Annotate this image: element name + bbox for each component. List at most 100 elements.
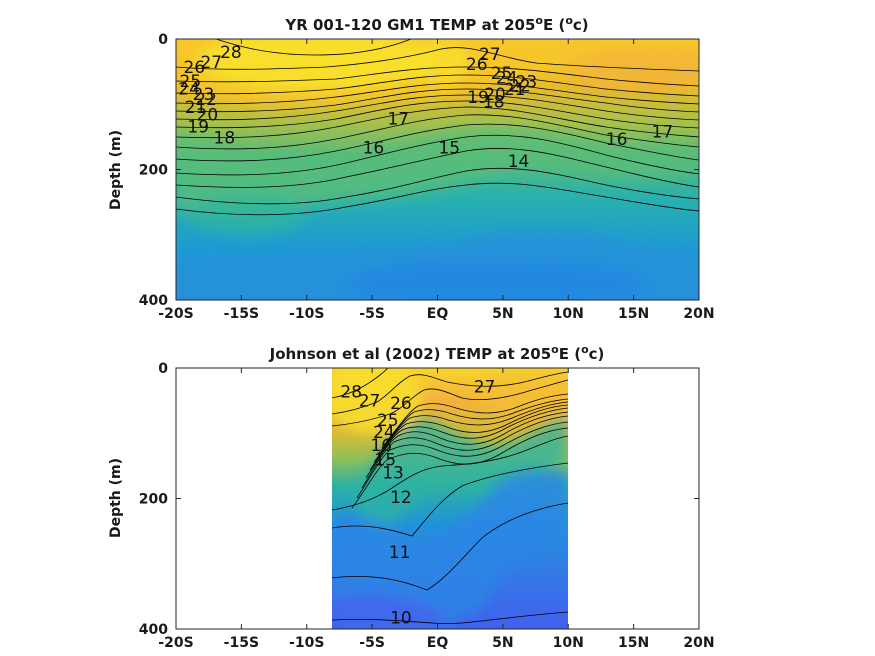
- top-contour-label-18: 18: [483, 93, 505, 113]
- bottom-contour-label-16: 16: [370, 436, 392, 456]
- bottom-x-tick-label: -10S: [289, 635, 324, 651]
- top-y-tick-label: 200: [139, 163, 168, 179]
- bottom-panel: Johnson et al (2002) TEMP at 205oE (oc): [108, 343, 715, 651]
- bottom-contour-lines: [332, 368, 568, 625]
- top-contour-label-14: 14: [508, 152, 530, 172]
- bottom-contour-10: [332, 611, 568, 625]
- top-contour-label-17: 17: [652, 123, 674, 143]
- bottom-contour-13: [332, 435, 568, 511]
- top-contour-27: [176, 47, 699, 72]
- bottom-contour-26: [332, 379, 568, 427]
- bottom-contour-label-11: 11: [389, 543, 411, 563]
- bottom-x-tick-label: -20S: [158, 635, 193, 651]
- top-contour-22: [176, 94, 699, 121]
- top-x-tick-label: -10S: [289, 306, 324, 322]
- top-contour-label-22: 22: [195, 90, 217, 110]
- top-contour-label-26: 26: [183, 58, 205, 78]
- bottom-contour-27: [332, 371, 568, 415]
- top-temperature-field: [176, 39, 699, 300]
- top-contour-14: [176, 182, 699, 216]
- bottom-contour-24: [385, 393, 568, 443]
- bottom-x-tick-label: EQ: [427, 635, 449, 651]
- bottom-x-tick-label: 20N: [683, 635, 714, 651]
- bottom-x-tick-label: 10N: [553, 635, 584, 651]
- top-contour-label-18: 18: [214, 129, 236, 149]
- top-y-axis-label: Depth (m): [108, 130, 124, 210]
- bottom-x-tick-label: -5S: [359, 635, 385, 651]
- top-contour-label-21: 21: [504, 80, 526, 100]
- top-contour-19: [176, 114, 699, 150]
- top-ticks: -20S -15S -10S -5S EQ 5N 10N 15N 20N 0 200 400: [139, 32, 715, 322]
- top-contour-24: [176, 82, 699, 105]
- bottom-contour-20: [377, 401, 568, 455]
- top-contour-label-22: 22: [509, 76, 531, 96]
- bottom-contour-22: [381, 398, 568, 449]
- bottom-contour-17: [365, 411, 568, 479]
- top-contour-label-21: 21: [185, 98, 207, 118]
- top-contour-label-26: 26: [466, 55, 488, 75]
- top-contour-16: [176, 148, 699, 188]
- top-contour-15: [176, 167, 699, 205]
- bottom-contour-label-13: 13: [382, 463, 404, 483]
- top-contour-label-16: 16: [363, 138, 385, 158]
- bottom-y-tick-label: 200: [139, 492, 168, 508]
- top-contour-18: [176, 123, 699, 162]
- top-x-tick-label: -5S: [359, 306, 385, 322]
- top-contour-label-25: 25: [491, 64, 513, 84]
- bottom-contour-label-27: 27: [359, 392, 381, 412]
- top-contour-label-24: 24: [496, 68, 518, 88]
- bottom-chart-title: Johnson et al (2002) TEMP at 205oE (oc): [269, 343, 605, 363]
- bottom-contour-label-24: 24: [373, 423, 395, 443]
- bottom-contour-label-27: 27: [474, 377, 496, 397]
- top-x-tick-label: 5N: [492, 306, 513, 322]
- top-contour-label-19: 19: [467, 88, 489, 108]
- bottom-contour-19: [373, 404, 568, 463]
- top-y-tick-label: 0: [158, 32, 168, 48]
- top-contour-label-20: 20: [484, 85, 506, 105]
- top-chart-title: YR 001-120 GM1 TEMP at 205oE (oc): [284, 14, 588, 34]
- top-contour-21: [176, 100, 699, 129]
- top-contour-label-16: 16: [606, 130, 628, 150]
- bottom-x-tick-label: 15N: [618, 635, 649, 651]
- bottom-y-tick-label: 400: [139, 622, 168, 638]
- bottom-contour-12: [332, 462, 568, 537]
- bottom-contour-11: [332, 502, 568, 591]
- top-contour-label-19: 19: [187, 117, 209, 137]
- top-contour-label-27: 27: [200, 53, 222, 73]
- bottom-contour-28: [332, 368, 389, 399]
- top-x-tick-label: 15N: [618, 306, 649, 322]
- bottom-contour-label-15: 15: [374, 450, 396, 470]
- top-contour-label-23: 23: [193, 85, 215, 105]
- top-contour-label-25: 25: [180, 72, 202, 92]
- bottom-x-tick-label: 5N: [492, 635, 513, 651]
- bottom-contour-18: [369, 407, 568, 471]
- top-contour-28: [215, 39, 412, 56]
- top-panel: YR 001-120 GM1 TEMP at 205oE (oc): [108, 14, 715, 322]
- top-contour-17: [176, 134, 699, 176]
- bottom-y-axis-label: Depth (m): [108, 458, 124, 538]
- top-contour-label-28: 28: [220, 43, 242, 63]
- bottom-contour-16: [361, 415, 568, 489]
- top-contour-23: [176, 88, 699, 113]
- top-contour-label-23: 23: [516, 72, 538, 92]
- bottom-x-tick-label: -15S: [224, 635, 259, 651]
- top-contour-label-20: 20: [197, 106, 219, 126]
- bottom-temperature-field: [332, 368, 568, 629]
- top-contour-label-27: 27: [479, 45, 501, 65]
- bottom-contour-label-12: 12: [390, 488, 412, 508]
- top-contour-lines: [176, 39, 699, 216]
- top-x-tick-label: 10N: [553, 306, 584, 322]
- top-contour-label-17: 17: [387, 110, 409, 130]
- top-x-tick-label: 20N: [683, 306, 714, 322]
- bottom-contour-15: [356, 421, 568, 499]
- top-x-tick-label: -20S: [158, 306, 193, 322]
- top-contour-20: [176, 106, 699, 139]
- bottom-contour-label-28: 28: [340, 382, 362, 402]
- top-contour-26: [176, 66, 699, 87]
- top-x-tick-label: EQ: [427, 306, 449, 322]
- bottom-y-tick-label: 0: [158, 361, 168, 377]
- bottom-contour-label-25: 25: [377, 411, 399, 431]
